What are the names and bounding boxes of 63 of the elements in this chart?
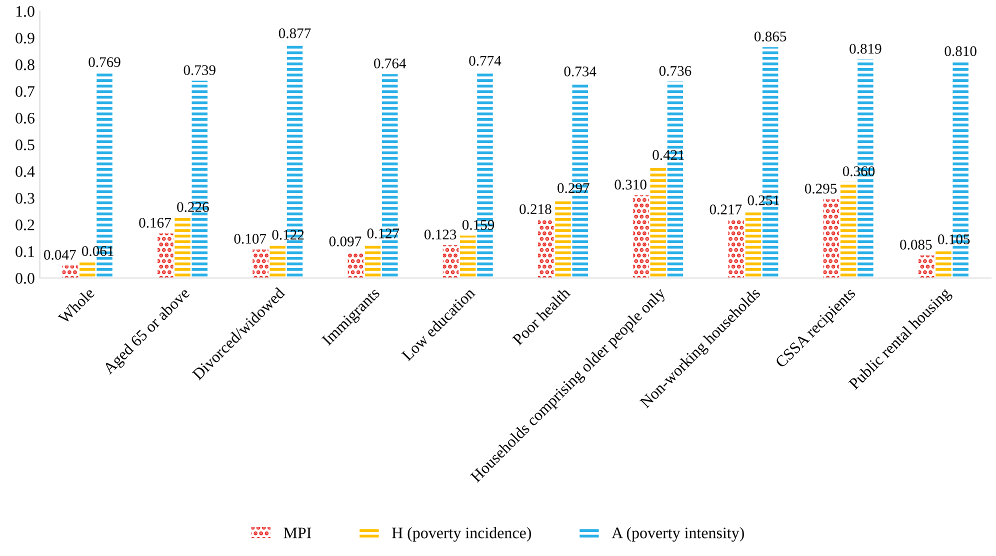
- data-label: 0.159: [462, 220, 494, 230]
- bar: [158, 233, 174, 278]
- y-tick-label: 0.0: [16, 272, 34, 284]
- bar: [80, 262, 96, 278]
- bar: [252, 249, 268, 278]
- y-tick-label: 0.7: [16, 86, 35, 97]
- bar: [823, 199, 840, 278]
- data-label: 0.123: [424, 230, 456, 240]
- bar: [460, 236, 476, 278]
- data-label: 0.877: [278, 28, 311, 38]
- data-label: 0.360: [842, 166, 875, 176]
- data-label: 0.734: [564, 66, 596, 76]
- y-tick-label: 0.1: [16, 246, 34, 258]
- bar: [728, 220, 744, 278]
- data-label: 0.310: [614, 180, 646, 190]
- data-label: 0.819: [850, 44, 882, 54]
- data-label: 0.736: [659, 66, 692, 76]
- data-label: 0.097: [329, 236, 362, 246]
- data-label: 0.167: [139, 218, 171, 228]
- data-label: 0.769: [88, 57, 120, 68]
- bar: [745, 211, 762, 278]
- data-label: 0.047: [44, 250, 76, 260]
- data-label: 0.226: [177, 202, 209, 212]
- bar: [174, 218, 190, 278]
- data-label: 0.085: [900, 240, 932, 250]
- data-label: 0.217: [710, 204, 742, 214]
- legend-label: H (poverty incidence): [392, 527, 531, 542]
- data-label: 0.865: [754, 32, 786, 42]
- data-label: 0.739: [184, 65, 216, 76]
- data-label: 0.297: [558, 183, 590, 194]
- bar: [442, 245, 459, 278]
- bar: [633, 195, 649, 278]
- bar: [918, 255, 934, 278]
- legend-label: A (poverty intensity): [612, 527, 744, 542]
- y-tick-label: 0.3: [16, 192, 34, 204]
- data-label: 0.810: [944, 46, 976, 56]
- bar: [62, 265, 78, 278]
- data-label: 0.295: [804, 184, 837, 194]
- y-tick-label: 0.8: [16, 59, 34, 70]
- data-label: 0.061: [82, 246, 114, 256]
- bar: [555, 198, 571, 278]
- y-tick-label: 1.0: [16, 6, 34, 17]
- data-label: 0.107: [234, 234, 266, 244]
- y-tick-label: 0.6: [16, 112, 34, 124]
- bar: [364, 244, 381, 278]
- data-label: 0.122: [272, 230, 304, 240]
- data-label: 0.774: [469, 56, 502, 66]
- data-label: 0.127: [367, 228, 400, 238]
- data-label: 0.251: [748, 195, 780, 206]
- bar: [936, 250, 952, 278]
- y-tick-label: 0.5: [16, 139, 34, 150]
- bar: [270, 245, 286, 278]
- data-label: 0.764: [374, 58, 406, 68]
- y-tick-label: 0.4: [16, 166, 35, 178]
- bar: [840, 182, 856, 278]
- legend-label: MPI: [284, 528, 312, 538]
- data-label: 0.105: [938, 234, 970, 244]
- y-tick-label: 0.9: [16, 32, 34, 44]
- y-tick-label: 0.2: [16, 220, 34, 230]
- data-label: 0.218: [520, 204, 552, 214]
- data-label: 0.421: [652, 150, 684, 160]
- bar: [538, 220, 554, 278]
- bar: [348, 252, 364, 278]
